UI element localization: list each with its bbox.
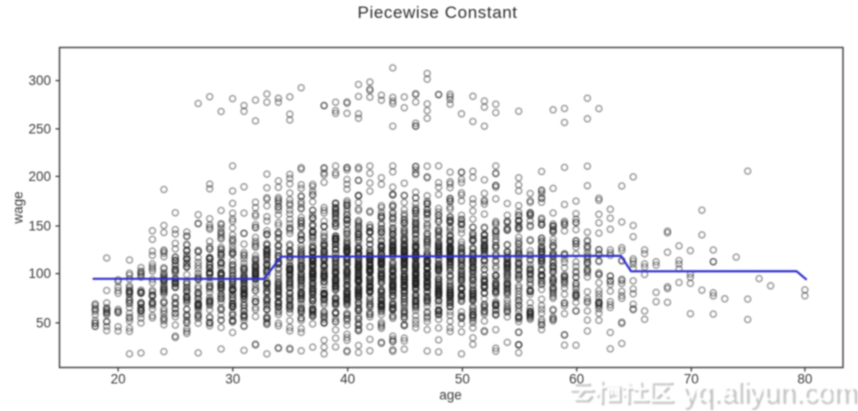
svg-text:200: 200 <box>28 169 51 184</box>
svg-text:60: 60 <box>569 371 584 386</box>
svg-text:wage: wage <box>11 191 26 224</box>
svg-text:50: 50 <box>36 315 51 330</box>
svg-text:age: age <box>439 388 462 403</box>
svg-text:yq.aliyun.com: yq.aliyun.com <box>685 379 858 411</box>
svg-text:70: 70 <box>684 371 699 386</box>
svg-text:Piecewise Constant: Piecewise Constant <box>358 3 518 22</box>
svg-text:150: 150 <box>28 219 51 234</box>
svg-text:300: 300 <box>28 73 51 88</box>
svg-text:250: 250 <box>28 121 51 136</box>
svg-text:20: 20 <box>111 371 126 386</box>
svg-text:30: 30 <box>225 371 240 386</box>
svg-text:100: 100 <box>28 266 51 281</box>
svg-text:50: 50 <box>455 371 470 386</box>
svg-text:80: 80 <box>797 371 812 386</box>
svg-text:40: 40 <box>340 371 355 386</box>
svg-text:yq.aliyun.com: yq.aliyun.com <box>681 375 855 407</box>
